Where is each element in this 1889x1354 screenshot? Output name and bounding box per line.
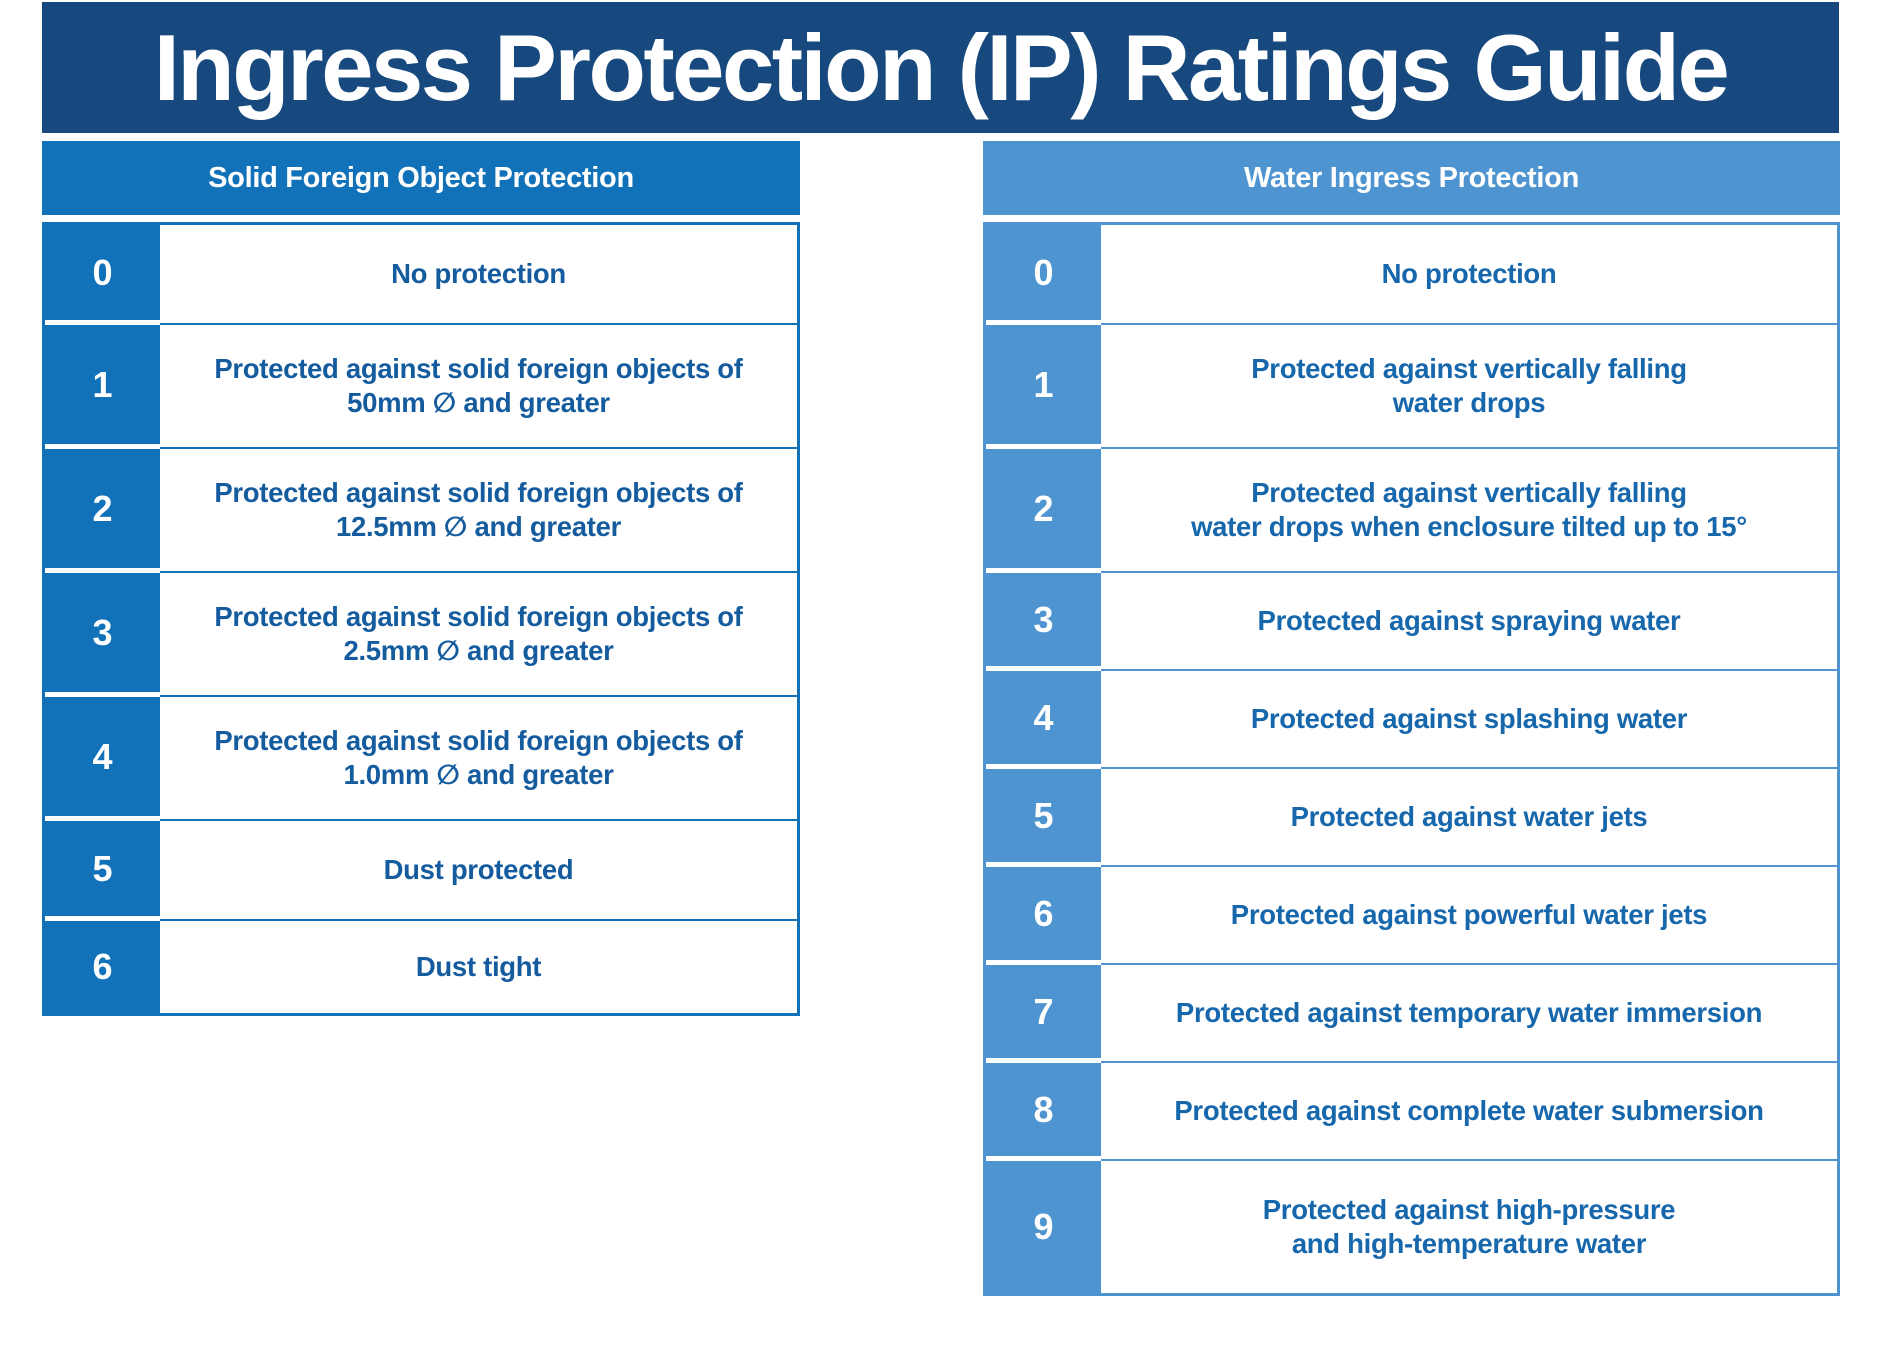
- solid-object-table-body: 0 No protection 1 Protected against soli…: [42, 222, 800, 1016]
- description-text: Protected against powerful water jets: [1230, 899, 1708, 931]
- description-cell: Protected against temporary water immers…: [1101, 965, 1837, 1063]
- rating-value: 1: [92, 363, 113, 405]
- page-title: Ingress Protection (IP) Ratings Guide: [153, 14, 1730, 120]
- table-row: 9 Protected against high-pressure and hi…: [986, 1161, 1837, 1293]
- description-cell: Protected against splashing water: [1101, 671, 1837, 769]
- table-row: 4 Protected against solid foreign object…: [45, 697, 797, 821]
- rating-value: 0: [92, 251, 113, 293]
- rating-cell: 1: [986, 325, 1101, 449]
- table-row: 8 Protected against complete water subme…: [986, 1063, 1837, 1161]
- description-text: Protected against splashing water: [1250, 703, 1688, 735]
- description-text: Dust protected: [383, 854, 574, 886]
- description-cell: Dust protected: [160, 821, 797, 921]
- table-row: 3 Protected against solid foreign object…: [45, 573, 797, 697]
- rating-cell: 5: [45, 821, 160, 921]
- description-cell: Protected against solid foreign objects …: [160, 697, 797, 821]
- description-cell: Protected against complete water submers…: [1101, 1063, 1837, 1161]
- table-row: 0 No protection: [45, 225, 797, 325]
- table-row: 7 Protected against temporary water imme…: [986, 965, 1837, 1063]
- description-cell: No protection: [1101, 225, 1837, 325]
- rating-cell: 3: [986, 573, 1101, 671]
- description-text: Protected against water jets: [1290, 801, 1648, 833]
- description-cell: No protection: [160, 225, 797, 325]
- description-cell: Protected against high-pressure and high…: [1101, 1161, 1837, 1293]
- description-text: Protected against temporary water immers…: [1175, 997, 1763, 1029]
- rating-cell: 8: [986, 1063, 1101, 1161]
- solid-object-protection-table: Solid Foreign Object Protection 0 No pro…: [42, 141, 800, 1016]
- rating-cell: 9: [986, 1161, 1101, 1293]
- water-ingress-protection-table: Water Ingress Protection 0 No protection…: [983, 141, 1840, 1296]
- table-row: 5 Protected against water jets: [986, 769, 1837, 867]
- description-text: Protected against solid foreign objects …: [214, 601, 743, 666]
- water-ingress-table-header: Water Ingress Protection: [983, 141, 1840, 215]
- description-text: Dust tight: [415, 951, 542, 983]
- description-text: Protected against high-pressure and high…: [1262, 1194, 1676, 1259]
- table-row: 5 Dust protected: [45, 821, 797, 921]
- rating-value: 3: [1033, 598, 1054, 640]
- description-cell: Protected against solid foreign objects …: [160, 449, 797, 573]
- table-row: 2 Protected against solid foreign object…: [45, 449, 797, 573]
- description-cell: Protected against powerful water jets: [1101, 867, 1837, 965]
- description-text: No protection: [1381, 258, 1557, 290]
- description-text: Protected against complete water submers…: [1174, 1095, 1764, 1127]
- rating-value: 2: [92, 487, 113, 529]
- description-cell: Dust tight: [160, 921, 797, 1013]
- description-text: Protected against solid foreign objects …: [214, 477, 743, 542]
- description-text: Protected against vertically falling wat…: [1251, 353, 1687, 418]
- rating-value: 0: [1033, 251, 1054, 293]
- table-row: 2 Protected against vertically falling w…: [986, 449, 1837, 573]
- description-cell: Protected against solid foreign objects …: [160, 325, 797, 449]
- rating-value: 6: [1033, 892, 1054, 934]
- description-text: Protected against solid foreign objects …: [214, 725, 743, 790]
- table-row: 6 Dust tight: [45, 921, 797, 1013]
- rating-cell: 0: [986, 225, 1101, 325]
- table-row: 1 Protected against vertically falling w…: [986, 325, 1837, 449]
- table-row: 4 Protected against splashing water: [986, 671, 1837, 769]
- rating-value: 4: [1033, 696, 1054, 738]
- rating-cell: 4: [45, 697, 160, 821]
- rating-value: 4: [92, 735, 113, 777]
- description-text: Protected against spraying water: [1257, 605, 1681, 637]
- description-text: Protected against vertically falling wat…: [1191, 477, 1747, 542]
- rating-cell: 0: [45, 225, 160, 325]
- table-row: 6 Protected against powerful water jets: [986, 867, 1837, 965]
- description-cell: Protected against vertically falling wat…: [1101, 449, 1837, 573]
- rating-cell: 1: [45, 325, 160, 449]
- rating-value: 1: [1033, 363, 1054, 405]
- rating-cell: 2: [45, 449, 160, 573]
- rating-value: 3: [92, 611, 113, 653]
- title-banner: Ingress Protection (IP) Ratings Guide: [42, 2, 1839, 133]
- table-row: 0 No protection: [986, 225, 1837, 325]
- rating-cell: 7: [986, 965, 1101, 1063]
- rating-value: 9: [1033, 1206, 1054, 1247]
- rating-cell: 5: [986, 769, 1101, 867]
- rating-value: 7: [1033, 990, 1054, 1032]
- rating-cell: 4: [986, 671, 1101, 769]
- rating-value: 6: [92, 946, 113, 987]
- solid-object-table-header: Solid Foreign Object Protection: [42, 141, 800, 215]
- description-cell: Protected against water jets: [1101, 769, 1837, 867]
- water-ingress-table-body: 0 No protection 1 Protected against vert…: [983, 222, 1840, 1296]
- rating-value: 8: [1033, 1088, 1054, 1130]
- description-cell: Protected against spraying water: [1101, 573, 1837, 671]
- table-row: 3 Protected against spraying water: [986, 573, 1837, 671]
- rating-value: 2: [1033, 487, 1054, 529]
- rating-cell: 2: [986, 449, 1101, 573]
- rating-value: 5: [92, 847, 113, 889]
- rating-value: 5: [1033, 794, 1054, 836]
- table-row: 1 Protected against solid foreign object…: [45, 325, 797, 449]
- rating-cell: 3: [45, 573, 160, 697]
- rating-cell: 6: [986, 867, 1101, 965]
- description-text: No protection: [391, 258, 566, 290]
- description-cell: Protected against vertically falling wat…: [1101, 325, 1837, 449]
- description-text: Protected against solid foreign objects …: [214, 353, 743, 418]
- rating-cell: 6: [45, 921, 160, 1013]
- description-cell: Protected against solid foreign objects …: [160, 573, 797, 697]
